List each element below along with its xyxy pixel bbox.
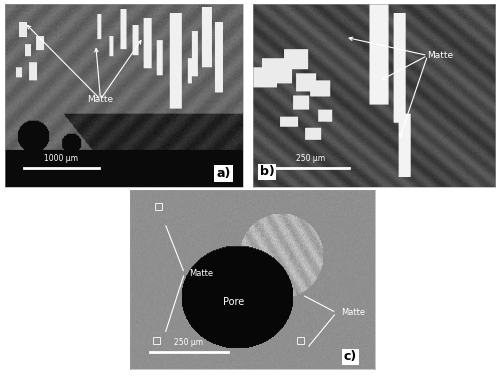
- Text: a): a): [216, 167, 230, 180]
- Bar: [154, 203, 162, 210]
- Text: Matte: Matte: [428, 51, 454, 60]
- Text: b): b): [260, 166, 274, 178]
- Text: 1000 μm: 1000 μm: [44, 153, 78, 162]
- Text: Matte: Matte: [341, 308, 365, 317]
- Text: Matte: Matte: [88, 95, 114, 104]
- Bar: [152, 337, 160, 344]
- Text: c): c): [344, 351, 357, 363]
- Text: Matte: Matte: [190, 269, 214, 278]
- Text: Pore: Pore: [223, 297, 244, 307]
- Text: 250 μm: 250 μm: [296, 153, 325, 162]
- Bar: [296, 337, 304, 344]
- Text: 250 μm: 250 μm: [174, 337, 203, 346]
